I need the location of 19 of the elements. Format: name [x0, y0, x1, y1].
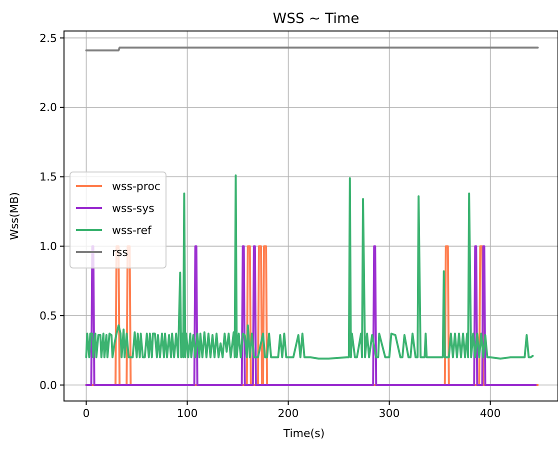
legend-label: wss-ref: [112, 224, 152, 237]
legend-label: wss-sys: [112, 202, 155, 215]
legend-label: wss-proc: [112, 180, 160, 193]
x-axis-title: Time(s): [282, 427, 325, 440]
y-tick-label: 1.0: [40, 240, 57, 254]
x-tick-label: 300: [378, 407, 400, 420]
y-tick-label: 2.0: [40, 101, 57, 114]
y-tick-label: 0.0: [40, 378, 57, 392]
y-axis-title: Wss(MB): [8, 192, 21, 240]
x-tick-label: 400: [480, 407, 501, 420]
y-tick-label: 2.5: [40, 32, 57, 45]
x-tick-label: 100: [176, 407, 198, 420]
chart-title: WSS ~ Time: [272, 11, 360, 27]
y-tick-label: 0.5: [40, 309, 57, 322]
x-tick-label: 200: [278, 407, 299, 420]
y-tick-label: 1.5: [40, 170, 57, 184]
legend-label: rss: [112, 246, 128, 259]
line-series: [85, 174, 534, 360]
x-tick-label: 0: [82, 407, 90, 420]
